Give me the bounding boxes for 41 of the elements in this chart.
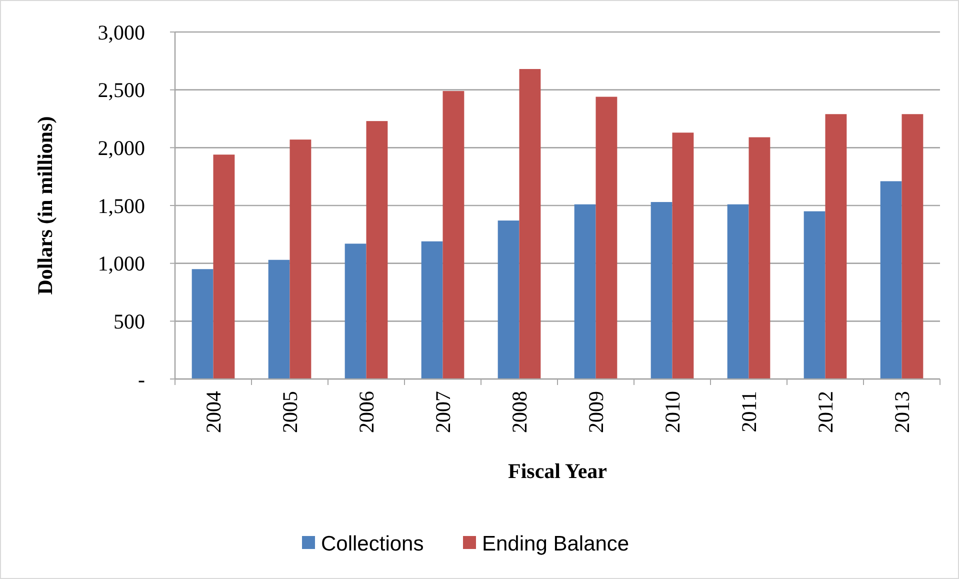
bar — [442, 90, 464, 379]
x-tick-label: 2009 — [584, 391, 608, 433]
bar — [192, 269, 214, 379]
x-axis-title: Fiscal Year — [508, 459, 607, 483]
bar — [880, 181, 902, 379]
bar — [672, 132, 694, 379]
y-tick-label: 3,000 — [98, 20, 145, 44]
y-tick-label: 2,500 — [98, 78, 145, 102]
x-tick-label: 2010 — [660, 391, 685, 433]
bar — [650, 202, 672, 379]
legend-label: Ending Balance — [482, 532, 630, 556]
bar — [902, 114, 924, 379]
bar — [366, 121, 388, 379]
bar — [574, 204, 596, 379]
bar — [727, 204, 749, 379]
bar — [596, 96, 618, 379]
bar — [213, 154, 235, 379]
y-tick-label: 2,000 — [98, 136, 145, 160]
x-tick-label: 2007 — [431, 391, 456, 433]
bar — [825, 114, 847, 379]
y-tick-label: 1,000 — [98, 252, 145, 276]
bar — [804, 211, 826, 379]
x-tick-label: 2008 — [508, 391, 532, 433]
y-tick-label: 500 — [114, 310, 145, 334]
bar — [344, 244, 366, 379]
x-tick-label: 2011 — [737, 391, 762, 432]
bar — [421, 241, 443, 379]
x-tick-label: 2012 — [814, 391, 838, 433]
x-tick-label: 2005 — [278, 391, 302, 433]
bar — [268, 260, 290, 379]
bar — [498, 220, 520, 379]
x-tick-label: 2004 — [202, 390, 226, 433]
bar — [519, 69, 541, 379]
bar — [290, 140, 312, 379]
x-tick-label: 2013 — [890, 391, 914, 433]
legend-label: Collections — [321, 532, 424, 556]
bar — [748, 137, 770, 379]
x-tick-label: 2006 — [354, 391, 379, 433]
y-tick-label: 1,500 — [98, 194, 145, 218]
y-tick-label: - — [138, 367, 145, 392]
y-axis-title: Dollars (in millions) — [33, 116, 57, 295]
